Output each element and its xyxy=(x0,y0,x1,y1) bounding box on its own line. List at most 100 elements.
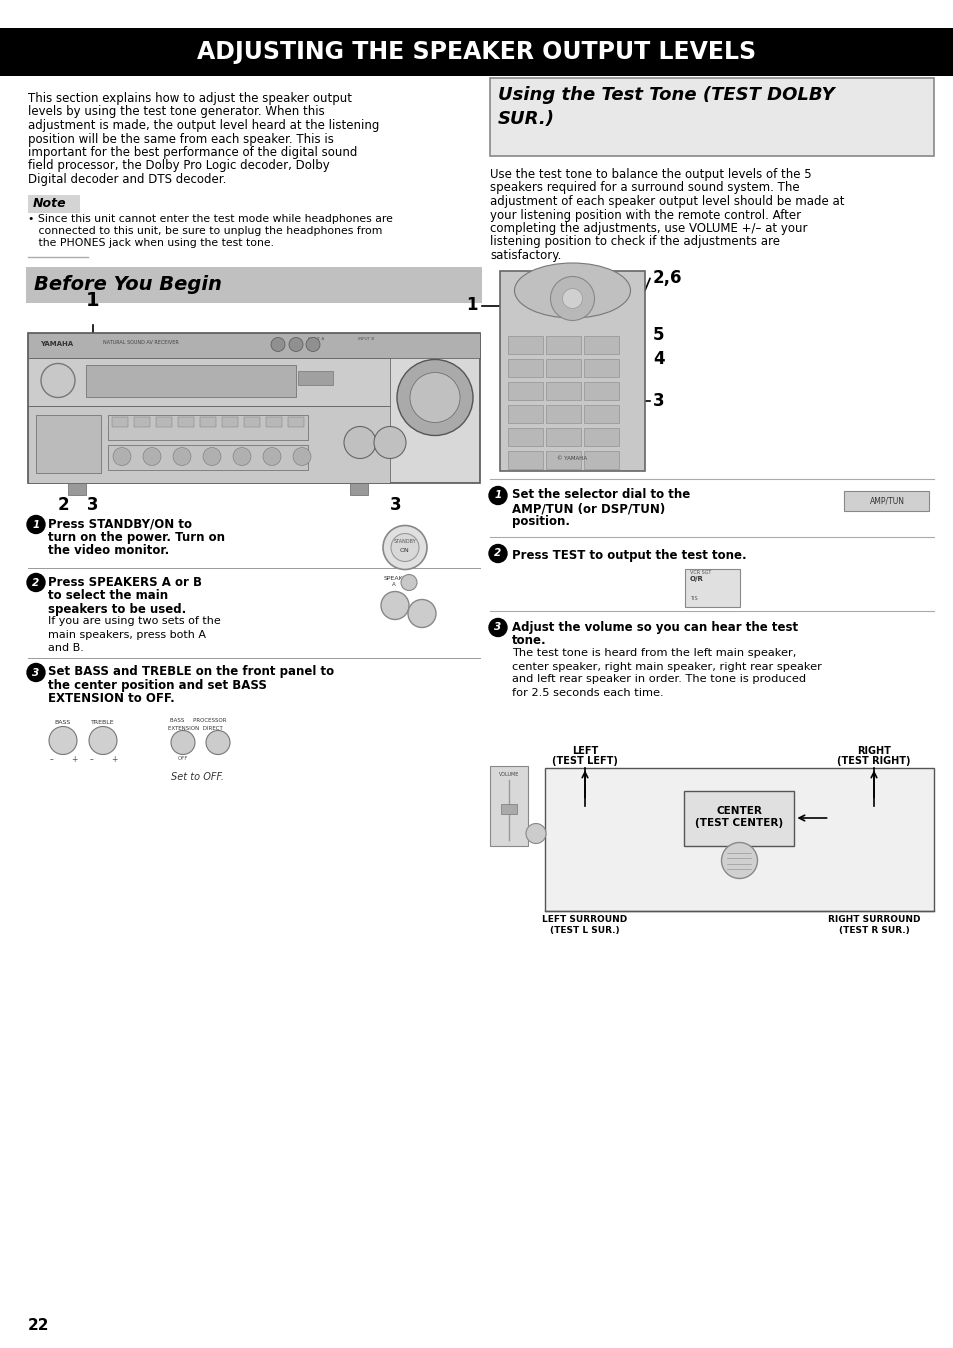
Bar xyxy=(583,427,618,445)
Bar xyxy=(500,803,517,813)
Circle shape xyxy=(410,372,459,422)
Circle shape xyxy=(408,600,436,628)
Text: 1: 1 xyxy=(494,491,501,500)
Bar xyxy=(507,336,542,353)
Bar xyxy=(156,417,172,426)
Ellipse shape xyxy=(514,263,630,318)
Circle shape xyxy=(380,592,409,620)
Circle shape xyxy=(306,337,319,352)
Text: AMP/TUN: AMP/TUN xyxy=(868,496,903,506)
Text: Using the Test Tone (TEST DOLBY: Using the Test Tone (TEST DOLBY xyxy=(497,86,834,104)
Text: connected to this unit, be sure to unplug the headphones from: connected to this unit, be sure to unplu… xyxy=(28,226,382,236)
Circle shape xyxy=(143,448,161,465)
Bar xyxy=(507,404,542,422)
Text: 3: 3 xyxy=(494,623,501,632)
Text: RIGHT SURROUND: RIGHT SURROUND xyxy=(827,915,920,925)
Text: –: – xyxy=(50,755,54,764)
Text: speakers required for a surround sound system. The: speakers required for a surround sound s… xyxy=(490,182,799,194)
Bar xyxy=(200,417,215,426)
Text: Use the test tone to balance the output levels of the 5: Use the test tone to balance the output … xyxy=(490,168,811,181)
Text: adjustment of each speaker output level should be made at: adjustment of each speaker output level … xyxy=(490,195,843,208)
Text: SPEAKERS: SPEAKERS xyxy=(384,576,416,581)
Bar xyxy=(583,381,618,399)
Circle shape xyxy=(263,448,281,465)
Text: EXTENSION to OFF.: EXTENSION to OFF. xyxy=(48,693,174,705)
Text: LEFT: LEFT xyxy=(571,745,598,755)
Circle shape xyxy=(489,619,506,636)
Circle shape xyxy=(720,842,757,879)
Text: B: B xyxy=(410,581,414,586)
Circle shape xyxy=(49,727,77,755)
Text: completing the adjustments, use VOLUME +/– at your: completing the adjustments, use VOLUME +… xyxy=(490,222,806,235)
Text: LEFT SURROUND: LEFT SURROUND xyxy=(542,915,627,925)
Text: BASS     PROCESSOR: BASS PROCESSOR xyxy=(170,718,226,724)
Text: RIGHT: RIGHT xyxy=(856,745,890,755)
Bar xyxy=(0,28,953,75)
Text: O/R: O/R xyxy=(689,577,703,582)
Text: © YAMAHA: © YAMAHA xyxy=(557,456,587,461)
Text: 1: 1 xyxy=(466,297,477,314)
Bar xyxy=(350,483,368,495)
Text: Note: Note xyxy=(33,197,67,210)
Text: the video monitor.: the video monitor. xyxy=(48,545,169,558)
Text: 2: 2 xyxy=(32,577,40,588)
Text: speakers to be used.: speakers to be used. xyxy=(48,603,186,616)
Text: Before You Begin: Before You Begin xyxy=(34,275,222,294)
Circle shape xyxy=(396,360,473,435)
Circle shape xyxy=(293,448,311,465)
Bar xyxy=(507,381,542,399)
Bar xyxy=(583,404,618,422)
Bar xyxy=(545,404,580,422)
Circle shape xyxy=(550,276,594,321)
Bar xyxy=(28,406,390,483)
Circle shape xyxy=(391,534,418,562)
Text: –: – xyxy=(90,755,93,764)
Bar xyxy=(288,417,304,426)
Circle shape xyxy=(89,727,117,755)
Text: 2: 2 xyxy=(494,549,501,558)
Text: 1: 1 xyxy=(86,291,100,310)
Text: tone.: tone. xyxy=(512,634,546,647)
Text: (TEST CENTER): (TEST CENTER) xyxy=(695,818,782,829)
Text: 2   3: 2 3 xyxy=(58,496,98,515)
Text: A: A xyxy=(392,581,395,586)
Text: important for the best performance of the digital sound: important for the best performance of th… xyxy=(28,146,357,159)
Text: OFF: OFF xyxy=(177,756,188,762)
Circle shape xyxy=(172,448,191,465)
Bar xyxy=(178,417,193,426)
Text: • Since this unit cannot enter the test mode while headphones are: • Since this unit cannot enter the test … xyxy=(28,214,393,225)
Bar xyxy=(843,491,928,511)
Circle shape xyxy=(289,337,303,352)
Text: EXTENSION  DIRECT: EXTENSION DIRECT xyxy=(168,725,222,731)
Bar xyxy=(544,767,933,910)
Bar xyxy=(28,333,479,483)
Text: 22: 22 xyxy=(28,1318,50,1333)
Text: TIS: TIS xyxy=(689,597,697,601)
Bar xyxy=(545,427,580,445)
Text: Press TEST to output the test tone.: Press TEST to output the test tone. xyxy=(512,550,746,562)
Bar xyxy=(222,417,237,426)
Circle shape xyxy=(525,824,545,844)
Text: CENTER: CENTER xyxy=(716,806,761,817)
Bar xyxy=(36,414,101,473)
Text: main speakers, press both A: main speakers, press both A xyxy=(48,630,206,639)
Text: INPUT B: INPUT B xyxy=(357,337,374,341)
Circle shape xyxy=(203,448,221,465)
Bar xyxy=(545,381,580,399)
Text: center speaker, right main speaker, right rear speaker: center speaker, right main speaker, righ… xyxy=(512,662,821,671)
Bar xyxy=(112,417,128,426)
Circle shape xyxy=(27,515,45,534)
Text: NATURAL SOUND AV RECEIVER: NATURAL SOUND AV RECEIVER xyxy=(103,340,178,345)
Text: The test tone is heard from the left main speaker,: The test tone is heard from the left mai… xyxy=(512,648,796,659)
Bar xyxy=(133,417,150,426)
Text: position will be the same from each speaker. This is: position will be the same from each spea… xyxy=(28,132,334,146)
Text: to select the main: to select the main xyxy=(48,589,168,603)
Bar xyxy=(28,194,80,213)
Text: the PHONES jack when using the test tone.: the PHONES jack when using the test tone… xyxy=(28,239,274,248)
Bar xyxy=(499,271,644,470)
Text: 1: 1 xyxy=(32,519,40,530)
Text: YAMAHA: YAMAHA xyxy=(40,341,73,348)
Bar xyxy=(507,450,542,469)
Text: position.: position. xyxy=(512,515,569,528)
Circle shape xyxy=(271,337,285,352)
